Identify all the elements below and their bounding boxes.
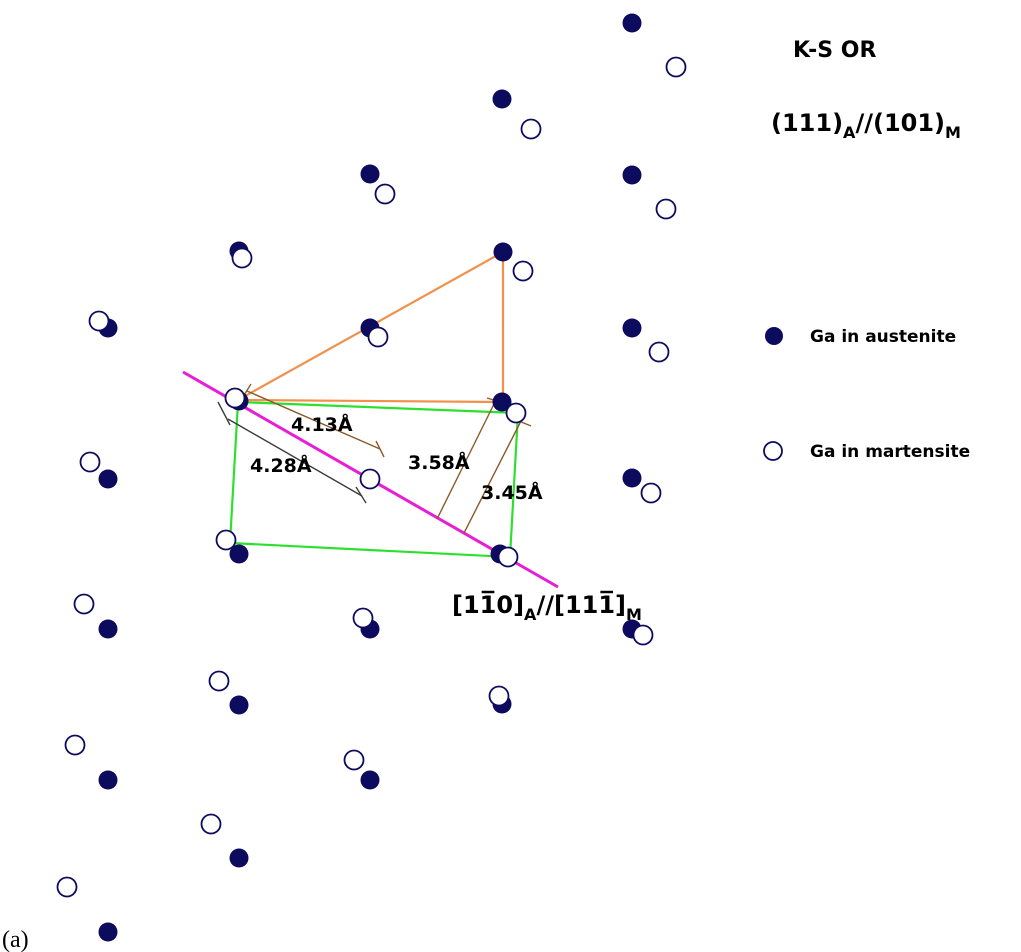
plane-M: (101) bbox=[873, 109, 945, 137]
martensite-ga-atom bbox=[231, 247, 253, 269]
austenite-ga-atom bbox=[229, 544, 249, 564]
plane-A-subscript: A bbox=[843, 123, 856, 142]
austenite-ga-atom bbox=[493, 242, 513, 262]
dim-358-line bbox=[436, 397, 498, 520]
martensite-ga-atom bbox=[520, 118, 542, 140]
ks-or-title: K-S OR bbox=[793, 38, 876, 63]
dim-413-tick-right bbox=[375, 440, 385, 458]
martensite-ga-atom bbox=[367, 326, 389, 348]
martensite-ga-atom bbox=[208, 670, 230, 692]
dir-separator: // bbox=[536, 591, 554, 619]
legend-filled-circle-icon bbox=[765, 327, 783, 345]
martensite-ga-atom bbox=[640, 482, 662, 504]
austenite-ga-atom bbox=[622, 468, 642, 488]
martensite-ga-atom bbox=[352, 607, 374, 629]
austenite-ga-atom bbox=[229, 848, 249, 868]
martensite-ga-atom bbox=[56, 876, 78, 898]
austenite-ga-atom bbox=[360, 770, 380, 790]
dir-A-barred-digit: 1 bbox=[480, 591, 497, 619]
martensite-ga-atom bbox=[648, 341, 670, 363]
austenite-ga-atom bbox=[229, 695, 249, 715]
austenite-ga-atom bbox=[98, 619, 118, 639]
panel-label: (a) bbox=[2, 927, 29, 952]
martensite-ga-atom bbox=[215, 529, 237, 551]
legend: Ga in austenite Ga in martensite bbox=[763, 327, 970, 462]
measurement-413: 4.13Å bbox=[291, 412, 353, 436]
lattice-lines bbox=[182, 250, 559, 589]
martensite-ga-atom bbox=[343, 749, 365, 771]
austenite-ga-atom bbox=[360, 164, 380, 184]
dim-413-line bbox=[246, 390, 381, 450]
dir-A-part1: [1 bbox=[452, 591, 480, 619]
dir-A-subscript: A bbox=[524, 605, 537, 624]
legend-open-circle-icon bbox=[763, 441, 783, 461]
martensite-ga-atom bbox=[64, 734, 86, 756]
dim-428-tick-right bbox=[355, 486, 367, 504]
dim-428-line bbox=[227, 418, 363, 497]
martensite-ga-atom bbox=[224, 387, 246, 409]
martensite-ga-atom bbox=[497, 546, 519, 568]
plane-M-subscript: M bbox=[945, 123, 961, 142]
dir-A-part2: 0] bbox=[496, 591, 524, 619]
austenite-ga-atom bbox=[622, 318, 642, 338]
plane-relation: (111)A//(101)M bbox=[771, 109, 961, 142]
austenite-ga-atom bbox=[492, 392, 512, 412]
martensite-ga-atom bbox=[655, 198, 677, 220]
dir-M-part1: [11 bbox=[554, 591, 598, 619]
direction-relation: [110]A//[111]M bbox=[452, 591, 642, 624]
measurement-428: 4.28Å bbox=[250, 453, 312, 477]
martensite-ga-atom bbox=[665, 56, 687, 78]
martensite-ga-atom bbox=[359, 468, 381, 490]
martensite-ga-atom bbox=[512, 260, 534, 282]
martensite-ga-atom bbox=[73, 593, 95, 615]
plane-A: (111) bbox=[771, 109, 843, 137]
dim-428-tick-left bbox=[217, 401, 231, 426]
dir-M-part2: ] bbox=[615, 591, 626, 619]
atom-sites bbox=[56, 13, 687, 942]
martensite-ga-atom bbox=[488, 685, 510, 707]
measurement-358: 3.58Å bbox=[408, 450, 470, 474]
measurement-345: 3.45Å bbox=[481, 480, 543, 504]
legend-austenite-label: Ga in austenite bbox=[810, 327, 956, 347]
dir-M-subscript: M bbox=[626, 605, 642, 624]
martensite-ga-atom bbox=[200, 813, 222, 835]
martensite-ga-atom bbox=[632, 624, 654, 646]
austenite-ga-atom bbox=[98, 770, 118, 790]
martensite-ga-atom bbox=[374, 183, 396, 205]
austenite-ga-atom bbox=[98, 922, 118, 942]
austenite-ga-atom bbox=[622, 13, 642, 33]
martensite-ga-atom bbox=[505, 402, 527, 424]
martensite-ga-atom bbox=[79, 451, 101, 473]
dir-M-barred-digit: 1 bbox=[598, 591, 615, 619]
austenite-ga-atom bbox=[622, 165, 642, 185]
austenite-ga-atom bbox=[492, 89, 512, 109]
plane-separator: // bbox=[855, 109, 873, 137]
dim-345-line bbox=[463, 420, 522, 534]
austenite-ga-atom bbox=[98, 469, 118, 489]
legend-martensite-label: Ga in martensite bbox=[810, 442, 970, 462]
martensite-ga-atom bbox=[88, 310, 110, 332]
